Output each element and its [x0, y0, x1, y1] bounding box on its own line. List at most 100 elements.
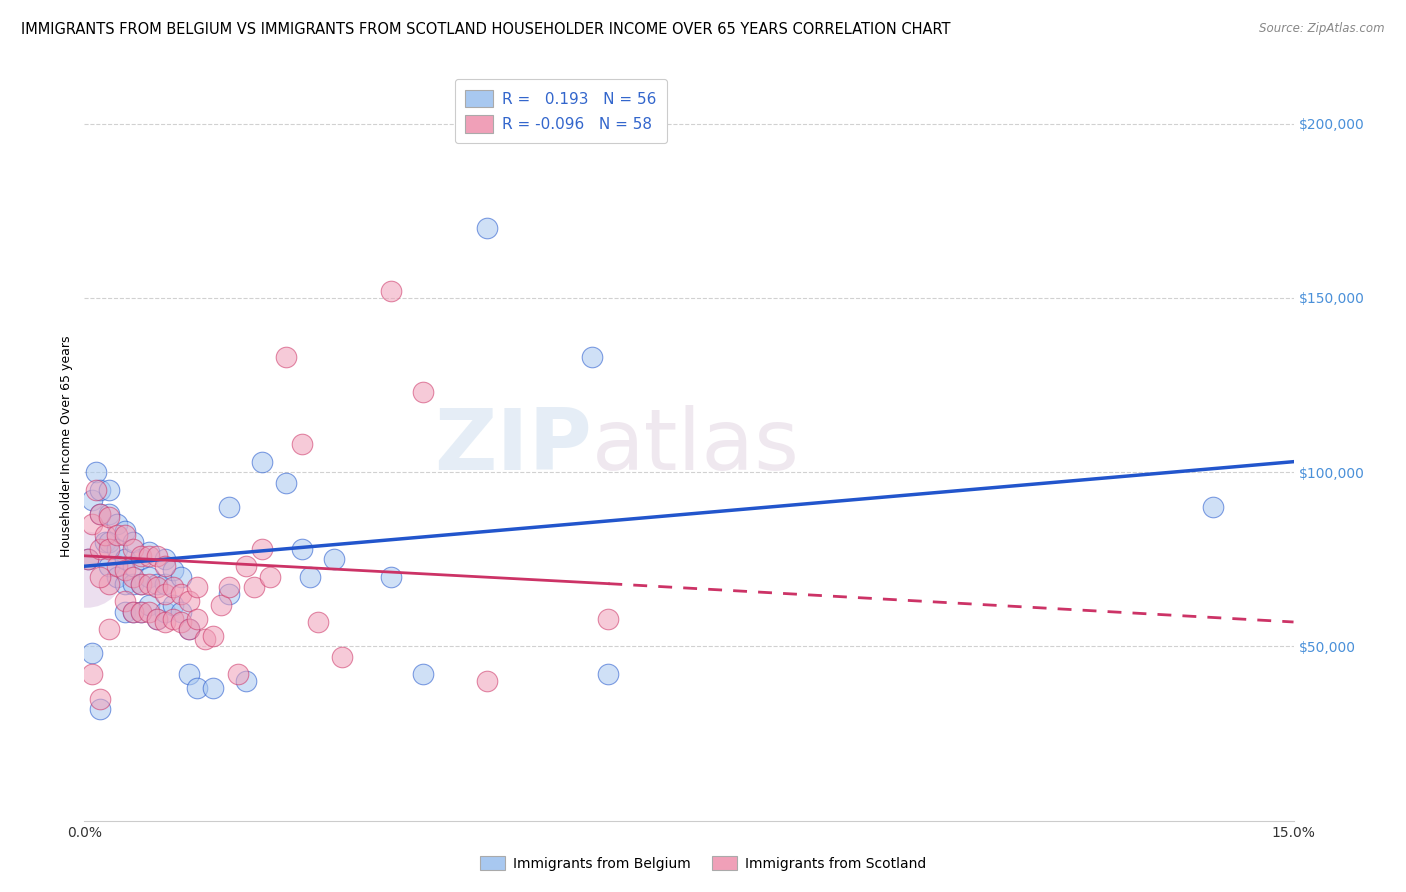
- Point: [129, 576, 152, 591]
- Point: [323, 552, 346, 566]
- Point: [380, 284, 402, 298]
- Point: [114, 528, 136, 542]
- Point: [138, 605, 160, 619]
- Point: [114, 563, 136, 577]
- Point: [138, 570, 160, 584]
- Point: [129, 605, 152, 619]
- Point: [114, 576, 136, 591]
- Point: [179, 667, 201, 681]
- Point: [170, 615, 193, 629]
- Point: [162, 580, 184, 594]
- Point: [138, 576, 160, 591]
- Point: [291, 541, 314, 556]
- Point: [153, 576, 176, 591]
- Point: [153, 615, 176, 629]
- Point: [477, 674, 499, 689]
- Point: [97, 507, 120, 521]
- Point: [218, 500, 240, 514]
- Point: [82, 517, 104, 532]
- Point: [146, 549, 169, 563]
- Point: [250, 455, 273, 469]
- Point: [170, 587, 193, 601]
- Point: [82, 667, 104, 681]
- Point: [97, 534, 120, 549]
- Point: [129, 605, 152, 619]
- Point: [82, 493, 104, 508]
- Text: ZIP: ZIP: [434, 404, 592, 488]
- Point: [162, 611, 184, 625]
- Point: [307, 615, 329, 629]
- Point: [202, 681, 225, 696]
- Point: [121, 541, 143, 556]
- Point: [194, 632, 217, 647]
- Point: [259, 570, 281, 584]
- Point: [153, 605, 176, 619]
- Point: [121, 605, 143, 619]
- Point: [412, 667, 434, 681]
- Point: [218, 587, 240, 601]
- Legend: R =   0.193   N = 56, R = -0.096   N = 58: R = 0.193 N = 56, R = -0.096 N = 58: [454, 79, 668, 144]
- Point: [186, 580, 208, 594]
- Legend: Immigrants from Belgium, Immigrants from Scotland: Immigrants from Belgium, Immigrants from…: [474, 850, 932, 876]
- Point: [153, 587, 176, 601]
- Point: [89, 507, 111, 521]
- Point: [330, 649, 353, 664]
- Point: [226, 667, 249, 681]
- Point: [121, 570, 143, 584]
- Point: [170, 605, 193, 619]
- Point: [97, 622, 120, 636]
- Point: [146, 611, 169, 625]
- Point: [162, 563, 184, 577]
- Point: [77, 552, 100, 566]
- Point: [89, 691, 111, 706]
- Point: [121, 576, 143, 591]
- Y-axis label: Householder Income Over 65 years: Householder Income Over 65 years: [60, 335, 73, 557]
- Point: [114, 594, 136, 608]
- Point: [299, 570, 322, 584]
- Point: [77, 552, 100, 566]
- Point: [97, 576, 120, 591]
- Point: [202, 629, 225, 643]
- Point: [598, 611, 620, 625]
- Point: [186, 681, 208, 696]
- Point: [82, 646, 104, 660]
- Point: [93, 534, 115, 549]
- Point: [218, 580, 240, 594]
- Point: [121, 534, 143, 549]
- Point: [162, 598, 184, 612]
- Point: [138, 545, 160, 559]
- Point: [146, 611, 169, 625]
- Point: [89, 507, 111, 521]
- Point: [105, 570, 128, 584]
- Point: [179, 594, 201, 608]
- Point: [138, 598, 160, 612]
- Point: [97, 483, 120, 497]
- Point: [274, 475, 297, 490]
- Point: [1202, 500, 1225, 514]
- Point: [412, 384, 434, 399]
- Point: [138, 549, 160, 563]
- Point: [129, 549, 152, 563]
- Point: [291, 437, 314, 451]
- Point: [146, 580, 169, 594]
- Point: [235, 674, 257, 689]
- Point: [477, 221, 499, 235]
- Text: Source: ZipAtlas.com: Source: ZipAtlas.com: [1260, 22, 1385, 36]
- Point: [114, 605, 136, 619]
- Point: [114, 524, 136, 539]
- Text: IMMIGRANTS FROM BELGIUM VS IMMIGRANTS FROM SCOTLAND HOUSEHOLDER INCOME OVER 65 Y: IMMIGRANTS FROM BELGIUM VS IMMIGRANTS FR…: [21, 22, 950, 37]
- Point: [97, 541, 120, 556]
- Point: [380, 570, 402, 584]
- Point: [129, 552, 152, 566]
- Point: [170, 570, 193, 584]
- Point: [274, 350, 297, 364]
- Point: [86, 465, 108, 479]
- Point: [179, 622, 201, 636]
- Point: [105, 528, 128, 542]
- Point: [105, 559, 128, 574]
- Point: [93, 528, 115, 542]
- Point: [235, 559, 257, 574]
- Point: [89, 483, 111, 497]
- Point: [105, 541, 128, 556]
- Point: [146, 576, 169, 591]
